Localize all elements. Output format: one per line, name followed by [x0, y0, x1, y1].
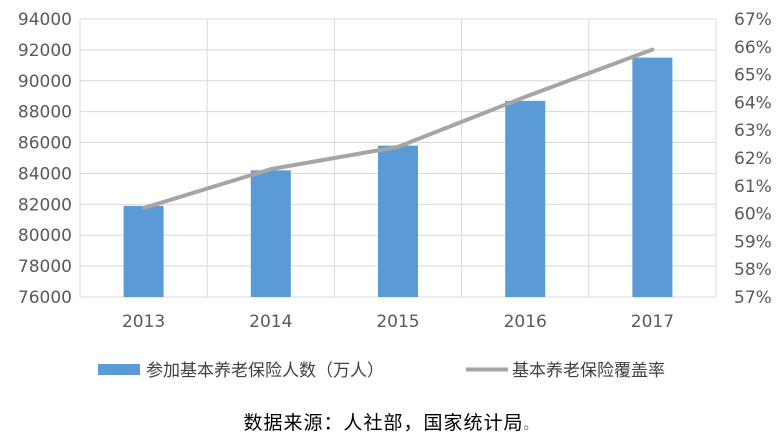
bar — [632, 57, 673, 297]
source-text: 数据来源：人社部，国家统计局 — [243, 412, 524, 434]
source-note: 数据来源：人社部，国家统计局。 — [0, 408, 782, 435]
y-left-tick-label: 94000 — [18, 10, 72, 30]
y-left-tick-label: 80000 — [18, 226, 72, 246]
y-left-tick-label: 84000 — [18, 164, 72, 184]
legend-swatch-bar — [98, 364, 140, 375]
right-axis: 57% 58% 59% 60% 61% 62% 63% 64% 65% 66% 67% — [734, 10, 772, 308]
x-tick-label: 2015 — [376, 312, 419, 332]
y-right-tick-label: 60% — [734, 205, 772, 225]
y-right-tick-label: 57% — [734, 288, 772, 308]
y-left-tick-label: 88000 — [18, 103, 72, 123]
x-tick-label: 2013 — [122, 312, 165, 332]
coverage-line — [141, 47, 655, 211]
y-right-tick-label: 63% — [734, 121, 772, 141]
bar — [505, 100, 546, 297]
y-right-tick-label: 64% — [734, 93, 772, 113]
line-series — [141, 47, 655, 211]
left-axis: 76000 78000 80000 82000 84000 86000 88000 90000… — [18, 10, 72, 308]
legend: 参加基本养老保险人数（万人） 基本养老保险覆盖率 — [98, 361, 665, 381]
y-right-tick-label: 67% — [734, 10, 772, 30]
y-left-tick-label: 92000 — [18, 41, 72, 61]
bar — [378, 145, 418, 297]
bar-series — [123, 57, 673, 297]
y-right-tick-label: 65% — [734, 66, 772, 86]
y-left-tick-label: 78000 — [18, 257, 72, 277]
legend-label-line: 基本养老保险覆盖率 — [512, 361, 665, 381]
y-right-tick-label: 59% — [734, 232, 772, 252]
source-mark: 。 — [523, 417, 539, 433]
y-left-tick-label: 76000 — [18, 288, 72, 308]
y-right-tick-label: 62% — [734, 149, 772, 169]
x-tick-label: 2016 — [504, 312, 547, 332]
y-left-tick-label: 86000 — [18, 134, 72, 154]
legend-label-bar: 参加基本养老保险人数（万人） — [146, 361, 384, 381]
y-right-tick-label: 58% — [734, 260, 772, 280]
x-tick-label: 2017 — [631, 312, 674, 332]
y-left-tick-label: 82000 — [18, 195, 72, 215]
y-left-tick-label: 90000 — [18, 72, 72, 92]
x-tick-label: 2014 — [249, 312, 292, 332]
bar — [123, 205, 164, 297]
y-right-tick-label: 66% — [734, 38, 772, 58]
x-axis: 2013 2014 2015 2016 2017 — [122, 312, 674, 332]
bar — [250, 170, 291, 297]
y-right-tick-label: 61% — [734, 177, 772, 197]
